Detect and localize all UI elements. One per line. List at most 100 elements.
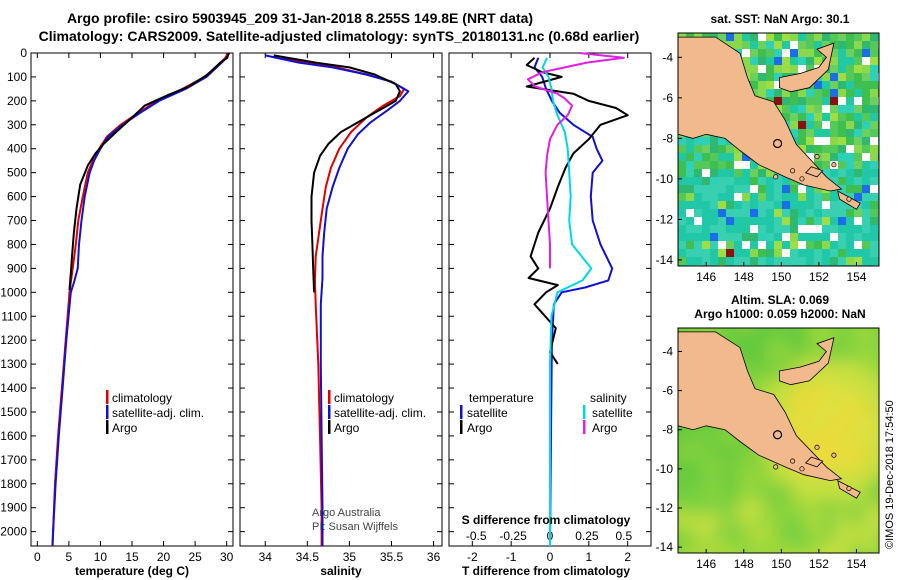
sla-cell: [808, 514, 822, 528]
sst-cell: [862, 217, 870, 225]
sla-cell: [678, 430, 682, 444]
sla-cell: [836, 346, 850, 360]
sst-cell: [790, 97, 798, 105]
sst-cell: [782, 89, 790, 97]
sst-cell: [854, 185, 862, 193]
sst-cell: [806, 249, 814, 257]
sst-cell: [830, 177, 838, 185]
sst-cell: [678, 209, 686, 217]
sla-cell: [752, 486, 766, 500]
sst-cell: [862, 105, 870, 113]
sst-cell: [782, 249, 790, 257]
sst-cell: [806, 105, 814, 113]
lat-tick-label: -6: [662, 91, 673, 105]
depth-tick-label: 1500: [0, 405, 27, 419]
s-diff-tick-label: -0.25: [499, 529, 527, 543]
sst-cell: [806, 209, 814, 217]
sla-map-title-line-1: Altim. SLA: 0.069: [731, 293, 829, 307]
island: [846, 196, 852, 202]
sst-cell: [862, 41, 870, 49]
sst-cell: [846, 65, 854, 73]
sst-cell: [766, 41, 774, 49]
sst-cell: [734, 33, 742, 41]
sst-cell: [862, 201, 870, 209]
sla-cell: [678, 472, 682, 486]
sla-cell: [682, 528, 696, 542]
sst-cell: [710, 201, 718, 209]
sla-cell: [766, 332, 780, 346]
temperature-plot: 0 5 10 15 20 25 30: [31, 52, 234, 564]
sst-cell: [814, 145, 822, 153]
sst-cell: [694, 137, 702, 145]
sla-cell: [850, 374, 864, 388]
sst-cell: [790, 201, 798, 209]
sst-cell: [830, 225, 838, 233]
island: [846, 485, 852, 491]
sla-cell: [864, 514, 878, 528]
sst-cell: [694, 209, 702, 217]
sst-cell: [846, 145, 854, 153]
sst-cell: [830, 73, 838, 81]
sla-cell: [836, 500, 850, 514]
sst-cell: [702, 153, 710, 161]
sla-cell: [682, 328, 696, 332]
sst-cell: [686, 233, 694, 241]
sst-cell: [846, 81, 854, 89]
sla-cell: [752, 472, 766, 486]
sst-cell: [814, 225, 822, 233]
sst-cell: [790, 105, 798, 113]
map-content: [678, 33, 879, 266]
sst-cell: [718, 193, 726, 201]
sla-cell: [850, 402, 864, 416]
sla-cell: [780, 332, 794, 346]
sst-cell: [718, 233, 726, 241]
sst-cell: [726, 217, 734, 225]
lat-tick-label: -8: [662, 423, 673, 437]
sla-cell: [678, 500, 682, 514]
sst-cell: [798, 145, 806, 153]
sst-cell: [822, 249, 830, 257]
depth-tick-label: 300: [7, 118, 27, 132]
sla-cell: [794, 528, 808, 542]
sst-cell: [702, 177, 710, 185]
sla-cell: [682, 556, 696, 570]
legend-swatch-satellite: [328, 405, 331, 419]
sla-cell: [738, 528, 752, 542]
salinity-difference-x-label: S difference from climatology: [462, 513, 631, 527]
sla-cell: [836, 542, 850, 553]
sla-cell: [766, 514, 780, 528]
sst-cell: [694, 201, 702, 209]
sst-cell: [846, 33, 854, 41]
sst-cell: [798, 57, 806, 65]
sst-cell: [774, 185, 782, 193]
sst-cell: [806, 49, 814, 57]
sla-cell: [752, 542, 766, 553]
sla-cell: [864, 458, 878, 472]
sst-cell: [862, 249, 870, 257]
sst-cell: [782, 241, 790, 249]
sst-cell: [870, 41, 878, 49]
sst-cell: [750, 225, 758, 233]
sst-cell: [870, 81, 878, 89]
sst-cell: [798, 89, 806, 97]
sla-cell: [822, 328, 836, 332]
land-polygon: [779, 337, 835, 386]
sst-cell: [694, 257, 702, 265]
sst-cell: [774, 233, 782, 241]
sst-cell: [846, 73, 854, 81]
lat-tick-label: -12: [656, 212, 674, 226]
sst-cell: [734, 241, 742, 249]
sst-cell: [702, 201, 710, 209]
sla-cell: [696, 542, 710, 553]
sst-cell: [806, 89, 814, 97]
sla-cell: [724, 472, 738, 486]
sla-cell: [850, 360, 864, 374]
sst-cell: [742, 65, 750, 73]
sla-cell: [752, 500, 766, 514]
sst-cell: [702, 249, 710, 257]
sla-cell: [780, 528, 794, 542]
sst-cell: [686, 169, 694, 177]
sla-cell: [850, 528, 864, 542]
sst-cell: [838, 217, 846, 225]
sst-cell: [790, 249, 798, 257]
